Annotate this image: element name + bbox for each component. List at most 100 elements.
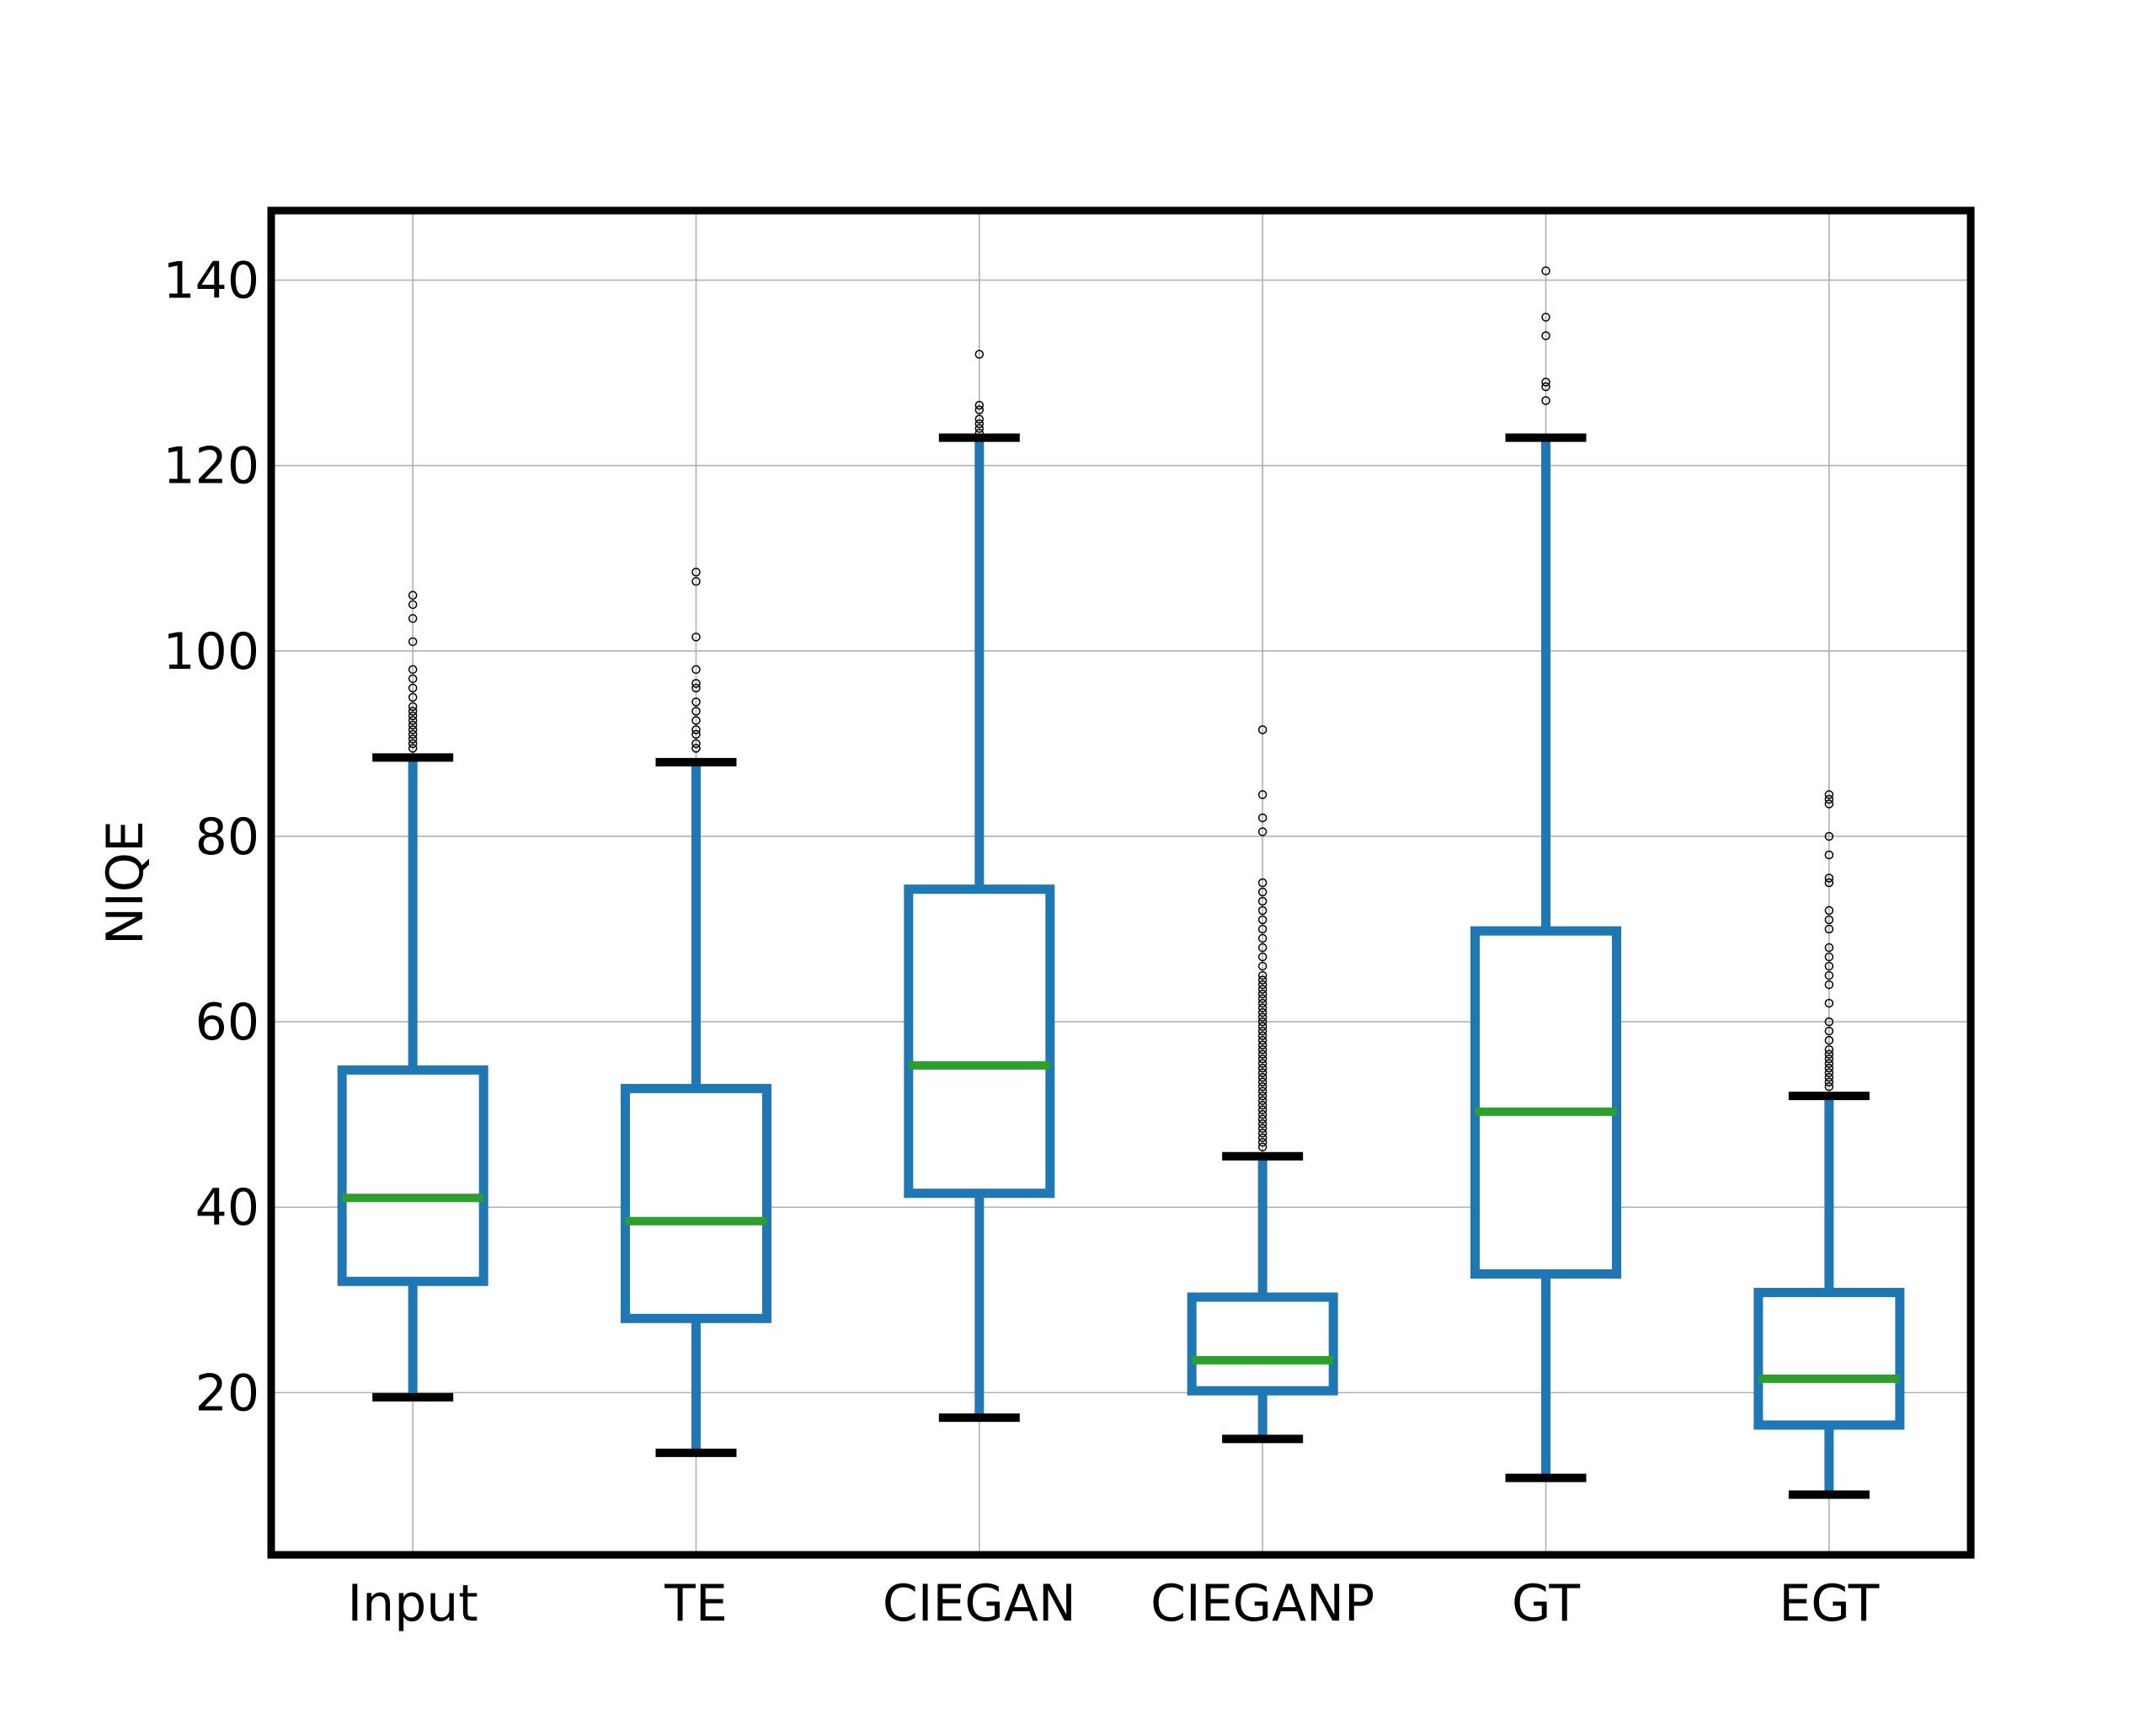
outlier-point [1257,1044,1267,1055]
outlier-point [1824,831,1834,841]
outlier-point [408,637,418,647]
outlier-point [1257,998,1267,1008]
outlier-point [1257,933,1267,943]
outlier-point [1257,905,1267,916]
x-tick-label: CIEGANP [1150,1574,1374,1633]
outlier-point [691,577,701,586]
outlier-point [974,424,985,433]
outlier-point [1824,1044,1834,1055]
outlier-point [408,720,418,730]
box-cieganp [1187,725,1338,1444]
box-egt [1753,790,1905,1499]
outlier-point [408,734,418,744]
iqr-box [1470,926,1621,1279]
outlier-point [408,674,418,684]
y-tick-label: 100 [163,622,259,681]
outlier-point [408,725,418,734]
outlier-point [1257,1091,1267,1101]
outlier-point [1257,924,1267,934]
outlier-point [1824,878,1834,888]
outlier-point [1257,1031,1267,1040]
outlier-point [1257,1026,1267,1036]
outlier-point [691,665,701,675]
outlier-point [408,683,418,693]
outlier-point [1257,1022,1267,1031]
outlier-point [1824,905,1834,916]
outlier-point [691,716,701,725]
outlier-point [1824,952,1834,962]
outlier-point [1824,1026,1834,1036]
outlier-point [1824,970,1834,980]
outlier-point [1257,1119,1267,1129]
outlier-point [1257,1017,1267,1027]
iqr-box [621,1083,771,1323]
outlier-point [1257,1003,1267,1012]
outlier-point [1824,873,1834,883]
outlier-point [1257,1059,1267,1068]
box-te [621,568,771,1457]
outlier-point [1541,377,1550,387]
outlier-point [974,400,985,410]
outlier-point [1257,1087,1267,1096]
outlier-point [691,679,701,688]
outlier-point [1257,1137,1267,1147]
outlier-point [1257,1007,1267,1017]
outlier-point [408,716,418,725]
box-input [337,590,488,1402]
outlier-point [1824,1072,1834,1082]
outlier-point [1541,312,1550,322]
outlier-point [974,414,985,424]
outlier-point [1257,943,1267,953]
outlier-point [1257,915,1267,925]
outlier-point [1824,1063,1834,1073]
outlier-point [691,729,701,740]
outlier-point [1824,1077,1834,1087]
box-gt [1470,266,1621,1482]
outlier-point [1257,1063,1267,1073]
outlier-point [691,633,701,642]
outlier-point [1257,887,1267,897]
outlier-point [408,614,418,623]
grid-lines [271,211,1971,1555]
outlier-point [1824,1068,1834,1077]
y-tick-label: 120 [163,437,259,496]
outlier-point [1257,980,1267,990]
outlier-point [1257,1114,1267,1124]
outlier-point [691,744,701,753]
y-axis-ticks: 20 40 60 80 100 120 140 [163,252,259,1423]
outlier-point [1257,985,1267,994]
outlier-point [1257,1109,1267,1119]
outlier-point [408,739,418,749]
outlier-point [408,707,418,716]
outlier-point [691,683,701,693]
outlier-point [1541,396,1550,405]
outlier-point [974,350,985,359]
x-tick-label: CIEGAN [883,1574,1076,1633]
outlier-point [408,702,418,712]
y-tick-label: 40 [195,1178,259,1237]
outlier-point [1824,850,1834,860]
x-tick-label: Input [347,1574,478,1633]
box-series [337,266,1905,1499]
outlier-point [1257,1124,1267,1133]
outlier-point [1257,1100,1267,1110]
outlier-point [1257,1035,1267,1045]
outlier-point [1824,1017,1834,1027]
outlier-point [1257,1128,1267,1138]
x-tick-label: EGT [1779,1574,1879,1633]
outlier-point [1257,1105,1267,1114]
outlier-point [408,665,418,675]
outlier-point [974,419,985,429]
outlier-point [1257,1040,1267,1049]
outlier-point [408,711,418,721]
outlier-point [691,697,701,707]
outlier-point [1257,1012,1267,1022]
outlier-point [691,725,701,734]
y-tick-label: 60 [195,993,259,1052]
iqr-box [1753,1288,1905,1430]
outlier-point [408,590,418,601]
y-tick-label: 80 [195,808,259,867]
outlier-point [1824,998,1834,1008]
outlier-point [1257,975,1267,985]
